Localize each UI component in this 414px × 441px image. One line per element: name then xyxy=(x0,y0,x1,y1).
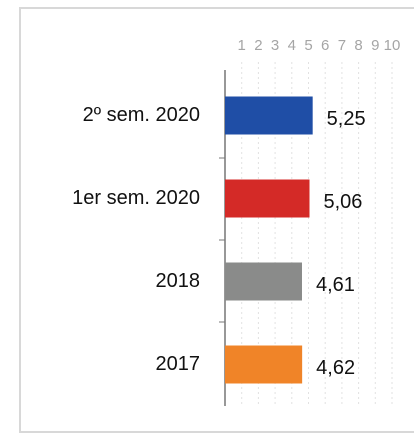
frame xyxy=(19,7,414,433)
category-label: 2º sem. 2020 xyxy=(83,104,200,126)
value-label: 4,61 xyxy=(316,274,355,296)
x-tick-label: 3 xyxy=(271,37,279,54)
value-label: 5,06 xyxy=(324,191,363,213)
x-tick-label: 8 xyxy=(354,37,362,54)
category-label: 1er sem. 2020 xyxy=(72,187,200,209)
category-label: 2017 xyxy=(156,353,201,375)
bar xyxy=(225,345,303,384)
value-label: 5,25 xyxy=(327,108,366,130)
bar xyxy=(225,96,313,135)
x-tick-label: 5 xyxy=(304,37,312,54)
x-tick-label: 4 xyxy=(288,37,296,54)
x-tick-label: 6 xyxy=(321,37,329,54)
x-tick-label: 7 xyxy=(338,37,346,54)
x-tick-label: 10 xyxy=(384,37,401,54)
x-tick-label: 1 xyxy=(238,37,246,54)
bar xyxy=(225,262,302,301)
bar xyxy=(225,179,310,218)
x-tick-label: 2 xyxy=(254,37,262,54)
category-label: 2018 xyxy=(156,270,201,292)
value-label: 4,62 xyxy=(316,357,355,379)
x-tick-label: 9 xyxy=(371,37,379,54)
